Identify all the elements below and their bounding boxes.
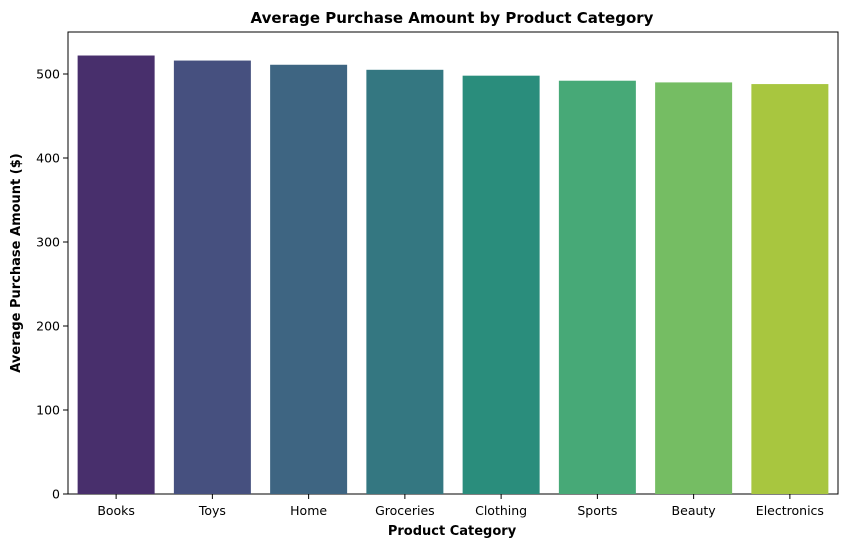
bar-electronics [751,84,829,494]
bar-books [77,55,155,495]
y-tick-label: 500 [36,67,60,82]
y-tick-label: 100 [36,403,60,418]
x-tick-label: Books [97,503,135,518]
bar-beauty [655,82,733,495]
bar-toys [173,60,251,495]
x-tick-label: Groceries [375,503,435,518]
y-tick-label: 400 [36,151,60,166]
bars-group [77,55,829,495]
bar-sports [558,80,636,494]
x-tick-label: Beauty [672,503,717,518]
y-axis-ticks: 0 100 200 300 400 500 [36,67,68,502]
x-tick-label: Toys [198,503,226,518]
x-tick-label: Home [290,503,327,518]
x-tick-label: Clothing [475,503,527,518]
y-axis-label: Average Purchase Amount ($) [9,153,24,372]
bar-clothing [462,75,540,495]
x-tick-label: Electronics [756,503,824,518]
x-tick-label: Sports [577,503,617,518]
x-axis-label: Product Category [388,524,517,539]
chart-title: Average Purchase Amount by Product Categ… [251,9,654,27]
y-tick-label: 200 [36,319,60,334]
x-axis-ticks: Books Toys Home Groceries Clothing Sports Beau… [97,494,824,518]
y-tick-label: 300 [36,235,60,250]
y-tick-label: 0 [52,487,60,502]
bar-home [270,64,348,494]
bar-groceries [366,69,444,495]
plot-frame [67,31,839,495]
